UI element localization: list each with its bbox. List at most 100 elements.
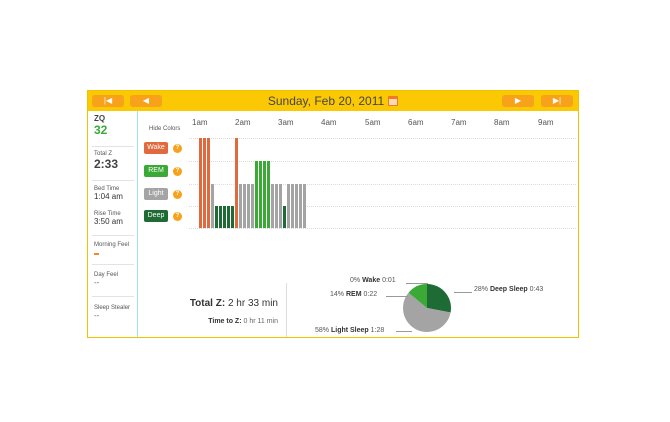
sleep-stage-bar-wake xyxy=(207,138,210,228)
legend-wake-button[interactable]: Wake xyxy=(144,142,168,154)
hour-label: 8am xyxy=(494,118,510,127)
pie-label-rem: 14% REM 0:22 xyxy=(330,291,377,298)
time-to-z-label: Time to Z: xyxy=(208,318,242,325)
wake-time: 0:01 xyxy=(382,277,396,284)
leader-line xyxy=(406,283,428,284)
sleep-stealer-stat[interactable]: Sleep Stealer -- xyxy=(94,305,134,320)
divider xyxy=(92,235,134,236)
morning-feel-indicator xyxy=(94,253,99,255)
sleep-stealer-value: -- xyxy=(94,311,100,320)
light-help-icon[interactable]: ? xyxy=(173,190,182,199)
pie-slice-deep-sleep xyxy=(427,284,451,313)
morning-feel-stat[interactable]: Morning Feel xyxy=(94,242,134,255)
day-feel-label: Day Feel xyxy=(94,272,119,278)
zq-stat: ZQ 32 xyxy=(94,114,134,137)
calendar-icon[interactable] xyxy=(388,96,399,106)
sleep-pie-chart xyxy=(403,284,451,332)
total-z-summary-value: 2 hr 33 min xyxy=(227,298,278,309)
sleep-stage-bar-wake xyxy=(203,138,206,228)
sleep-stage-bar-rem xyxy=(267,161,270,228)
legend-light-button[interactable]: Light xyxy=(144,188,168,200)
sleep-stage-bar-light xyxy=(247,184,250,228)
time-to-z-value: 0 hr 11 min xyxy=(243,318,279,325)
sleep-stage-bar-deep xyxy=(223,206,226,228)
pie-slice-rem xyxy=(408,284,427,308)
stats-sidebar: ZQ 32 Total Z 2:33 Bed Time 1:04 am Rise… xyxy=(88,111,138,337)
sleep-stage-bar-deep xyxy=(231,206,234,228)
total-z-label: Total Z xyxy=(94,151,113,157)
deep-percent: 28% xyxy=(474,286,489,293)
deep-help-icon[interactable]: ? xyxy=(173,212,182,221)
sleep-stage-bar-light xyxy=(239,184,242,228)
rem-help-icon[interactable]: ? xyxy=(173,167,182,176)
previous-night-button[interactable]: ◀ xyxy=(130,95,162,107)
divider xyxy=(92,296,134,297)
rise-time-value: 3:50 am xyxy=(94,217,123,226)
sleep-stage-bar-light xyxy=(271,184,274,228)
day-feel-stat[interactable]: Day Feel -- xyxy=(94,272,134,287)
hour-label: 3am xyxy=(278,118,294,127)
divider xyxy=(92,180,134,181)
hour-label: 7am xyxy=(451,118,467,127)
hour-label: 4am xyxy=(321,118,337,127)
hour-label: 9am xyxy=(538,118,554,127)
light-percent: 58% xyxy=(315,327,330,334)
wake-percent: 0% xyxy=(350,277,361,284)
wake-name: Wake xyxy=(362,277,381,284)
hour-axis: 1am 2am 3am 4am 5am 6am 7am 8am 9am xyxy=(88,118,578,128)
date-navigation-bar: |◀ ◀ Sunday, Feb 20, 2011 ▶ ▶| xyxy=(88,91,578,111)
sleep-stage-bar-rem xyxy=(259,161,262,228)
rem-name: REM xyxy=(345,291,362,298)
sleep-stage-bar-wake xyxy=(199,138,202,228)
sleep-stage-bar-light xyxy=(243,184,246,228)
morning-feel-label: Morning Feel xyxy=(94,242,130,248)
hour-label: 5am xyxy=(365,118,381,127)
sleep-stage-bar-light xyxy=(275,184,278,228)
bed-time-stat: Bed Time 1:04 am xyxy=(94,186,134,201)
gridline xyxy=(189,138,576,139)
wake-help-icon[interactable]: ? xyxy=(173,144,182,153)
legend-rem-button[interactable]: REM xyxy=(144,165,168,177)
hour-label: 1am xyxy=(192,118,208,127)
bed-time-value: 1:04 am xyxy=(94,192,123,201)
total-z-summary-label: Total Z: xyxy=(189,298,226,309)
day-feel-value: -- xyxy=(94,278,100,287)
pie-label-light: 58% Light Sleep 1:28 xyxy=(315,327,384,334)
sleep-stage-bar-deep xyxy=(219,206,222,228)
gridline xyxy=(189,206,576,207)
zq-value: 32 xyxy=(94,123,108,137)
next-night-button[interactable]: ▶ xyxy=(502,95,534,107)
gridline xyxy=(189,228,576,229)
sleep-stealer-label: Sleep Stealer xyxy=(94,305,131,311)
sleep-stage-bar-light xyxy=(291,184,294,228)
sleep-stage-bar-rem xyxy=(255,161,258,228)
sleep-stage-bar-light xyxy=(279,184,282,228)
sleep-stage-bar-wake xyxy=(235,138,238,228)
leader-line xyxy=(386,296,408,297)
last-night-button[interactable]: ▶| xyxy=(541,95,573,107)
sleep-stage-bar-deep xyxy=(215,206,218,228)
legend-deep-button[interactable]: Deep xyxy=(144,210,168,222)
sleep-stage-bar-deep xyxy=(227,206,230,228)
sleep-stage-bar-light xyxy=(251,184,254,228)
hour-label: 2am xyxy=(235,118,251,127)
rem-time: 0:22 xyxy=(363,291,378,298)
sleep-graph-widget: |◀ ◀ Sunday, Feb 20, 2011 ▶ ▶| ZQ 32 Tot… xyxy=(87,90,579,338)
deep-time: 0:43 xyxy=(529,286,544,293)
total-z-stat: Total Z 2:33 xyxy=(94,151,134,171)
divider xyxy=(92,146,134,147)
light-name: Light Sleep xyxy=(330,327,369,334)
time-to-z-summary: Time to Z: 0 hr 11 min xyxy=(148,318,278,325)
pie-label-wake: 0% Wake 0:01 xyxy=(350,277,396,284)
rise-time-label: Rise Time xyxy=(94,211,121,217)
sleep-stage-bar-light xyxy=(287,184,290,228)
leader-line xyxy=(396,331,412,332)
hide-colors-link[interactable]: Hide Colors xyxy=(149,126,181,132)
date-label: Sunday, Feb 20, 2011 xyxy=(267,94,385,108)
divider xyxy=(92,264,134,265)
rise-time-stat: Rise Time 3:50 am xyxy=(94,211,134,226)
gridline xyxy=(189,184,576,185)
sleep-stage-bar-light xyxy=(303,184,306,228)
first-night-button[interactable]: |◀ xyxy=(92,95,124,107)
hour-label: 6am xyxy=(408,118,424,127)
